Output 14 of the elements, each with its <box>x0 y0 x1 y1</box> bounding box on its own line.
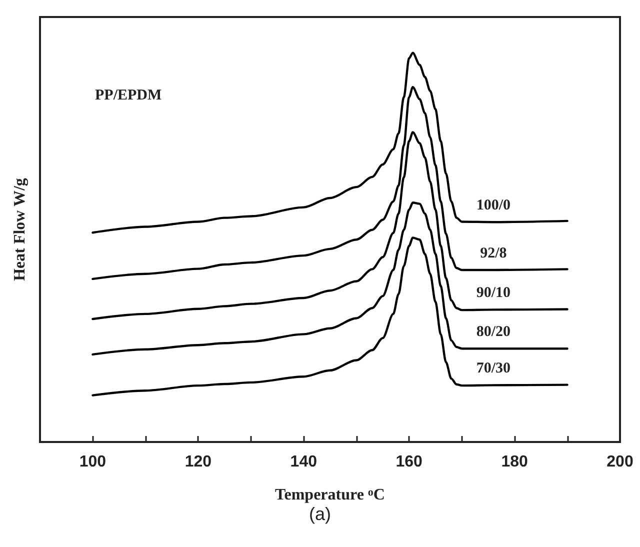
series-label: 100/0 <box>476 198 511 214</box>
x-tick-label: 120 <box>184 454 212 470</box>
series-label: 80/20 <box>476 324 511 340</box>
annotation: PP/EPDM <box>95 88 162 104</box>
x-tick-label: 160 <box>396 454 423 470</box>
x-tick-label: 180 <box>501 454 528 470</box>
series-label: 92/8 <box>480 245 507 262</box>
y-axis-title: Heat Flow W/g <box>12 178 28 281</box>
series-label: 70/30 <box>476 360 511 377</box>
x-tick-label: 100 <box>79 454 106 470</box>
x-tick-label: 200 <box>606 454 634 470</box>
series-label: 90/10 <box>476 285 511 302</box>
x-tick-label: 140 <box>290 454 318 470</box>
text: (a) <box>309 504 331 524</box>
